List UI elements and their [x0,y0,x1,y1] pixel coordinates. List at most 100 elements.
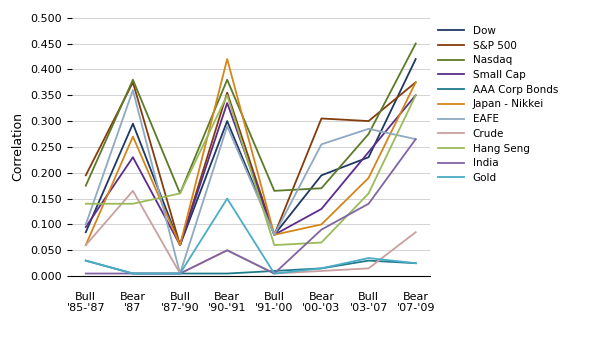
Gold [224,196,231,201]
Small Cap [412,93,419,97]
Line: Dow: Dow [86,59,416,245]
Small Cap [177,243,184,247]
Gold [177,272,184,276]
Japan - Nikkei [318,222,325,227]
Gold [365,256,372,260]
Japan - Nikkei [412,80,419,85]
Line: India: India [86,139,416,274]
Text: '91-'00: '91-'00 [255,303,294,313]
AAA Corp Bonds [412,261,419,266]
AAA Corp Bonds [82,258,90,263]
Crude [224,248,231,252]
Dow [318,173,325,177]
Nasdaq [130,78,137,82]
Hang Seng [270,243,278,247]
Gold [412,261,419,266]
India [412,137,419,141]
Japan - Nikkei [270,233,278,237]
India [318,228,325,232]
Nasdaq [224,78,231,82]
Small Cap [318,207,325,211]
Gold [130,272,137,276]
Y-axis label: Correlation: Correlation [11,113,24,181]
Line: S&P 500: S&P 500 [86,82,416,245]
EAFE [270,233,278,237]
Line: Crude: Crude [86,191,416,274]
Text: '90-'91: '90-'91 [208,303,247,313]
Hang Seng [224,93,231,97]
Hang Seng [82,202,90,206]
Japan - Nikkei [130,135,137,139]
S&P 500 [270,233,278,237]
Japan - Nikkei [365,176,372,180]
Dow [270,233,278,237]
AAA Corp Bonds [177,272,184,276]
Nasdaq [318,186,325,190]
Nasdaq [270,189,278,193]
S&P 500 [130,80,137,85]
Small Cap [82,225,90,229]
India [130,272,137,276]
India [365,202,372,206]
Japan - Nikkei [82,243,90,247]
Text: Bear: Bear [214,292,240,302]
Hang Seng [130,202,137,206]
Hang Seng [412,93,419,97]
Line: Small Cap: Small Cap [86,95,416,245]
Small Cap [270,233,278,237]
Nasdaq [177,191,184,195]
EAFE [177,272,184,276]
S&P 500 [412,80,419,85]
EAFE [82,222,90,227]
Text: '07-'09: '07-'09 [396,303,435,313]
Gold [318,266,325,270]
Text: '00-'03: '00-'03 [302,303,340,313]
S&P 500 [82,173,90,177]
Small Cap [130,155,137,159]
EAFE [224,124,231,129]
S&P 500 [177,243,184,247]
Crude [412,230,419,234]
Text: Bear: Bear [309,292,334,302]
S&P 500 [318,116,325,121]
AAA Corp Bonds [270,269,278,273]
India [270,272,278,276]
AAA Corp Bonds [318,266,325,270]
Text: Bull: Bull [170,292,190,302]
India [82,272,90,276]
Hang Seng [318,240,325,245]
S&P 500 [224,91,231,95]
Line: Japan - Nikkei: Japan - Nikkei [86,59,416,245]
Nasdaq [412,41,419,46]
Crude [270,272,278,276]
Text: Bear: Bear [403,292,429,302]
EAFE [365,127,372,131]
Text: '87-'90: '87-'90 [161,303,199,313]
Small Cap [224,101,231,105]
Japan - Nikkei [224,57,231,61]
EAFE [318,142,325,147]
Gold [82,258,90,263]
Text: '03-'07: '03-'07 [349,303,388,313]
Dow [224,119,231,123]
Dow [82,230,90,234]
Text: '87: '87 [124,303,141,313]
Dow [177,243,184,247]
Small Cap [365,150,372,154]
S&P 500 [365,119,372,123]
Text: '85-'87: '85-'87 [66,303,105,313]
AAA Corp Bonds [365,258,372,263]
Japan - Nikkei [177,243,184,247]
Legend: Dow, S&P 500, Nasdaq, Small Cap, AAA Corp Bonds, Japan - Nikkei, EAFE, Crude, Ha: Dow, S&P 500, Nasdaq, Small Cap, AAA Cor… [435,23,561,186]
EAFE [412,137,419,141]
India [177,272,184,276]
Line: Hang Seng: Hang Seng [86,95,416,245]
Gold [270,272,278,276]
Text: Bull: Bull [75,292,96,302]
India [224,248,231,252]
AAA Corp Bonds [130,272,137,276]
Hang Seng [177,191,184,195]
Crude [365,266,372,270]
Line: EAFE: EAFE [86,90,416,274]
Crude [318,269,325,273]
